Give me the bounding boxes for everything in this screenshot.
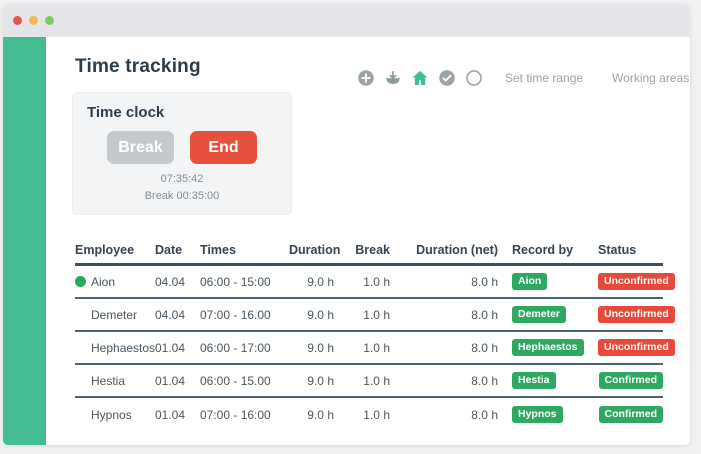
time-tracking-table: Employee Date Times Duration Break Durat… xyxy=(75,236,675,431)
table-row[interactable]: Aion 04.04 06:00 - 15:00 9.0 h 1.0 h 8.0… xyxy=(75,266,675,299)
confirm-icon[interactable] xyxy=(438,69,456,87)
record-by-badge: Hestia xyxy=(512,371,556,390)
duration-cell: 9.0 h xyxy=(307,274,334,289)
table-row[interactable]: Hestia 01.04 06:00 - 15.00 9.0 h 1.0 h 8… xyxy=(75,365,663,398)
date-cell: 04.04 xyxy=(155,307,186,322)
date-cell: 04.04 xyxy=(155,274,186,289)
break-time: Break 00:35:00 xyxy=(144,190,220,202)
col-times: Times xyxy=(200,242,236,257)
times-cell: 06:00 - 15.00 xyxy=(200,373,271,388)
time-clock-title: Time clock xyxy=(87,104,165,121)
col-status: Status xyxy=(598,242,637,257)
active-dot xyxy=(75,276,86,287)
home-icon[interactable] xyxy=(411,69,429,87)
date-cell: 01.04 xyxy=(155,373,186,388)
break-cell: 1.0 h xyxy=(363,373,390,388)
set-time-range-link[interactable]: Set time range xyxy=(505,71,584,85)
times-cell: 06:00 - 17:00 xyxy=(200,340,271,355)
duration-cell: 9.0 h xyxy=(307,407,334,422)
employee-name: Hypnos xyxy=(91,407,132,422)
duration-net-cell: 8.0 h xyxy=(471,407,498,422)
download-icon[interactable] xyxy=(384,69,402,87)
duration-cell: 9.0 h xyxy=(307,340,334,355)
break-cell: 1.0 h xyxy=(363,307,390,322)
add-icon[interactable] xyxy=(357,69,375,87)
app-window: Time tracking Set time range Working are… xyxy=(3,4,690,445)
break-cell: 1.0 h xyxy=(363,407,390,422)
col-break: Break xyxy=(355,242,390,257)
record-by-badge: Demeter xyxy=(512,305,567,324)
break-cell: 1.0 h xyxy=(363,274,390,289)
table-row[interactable]: Demeter 04.04 07:00 - 16.00 9.0 h 1.0 h … xyxy=(75,299,675,332)
maximize-window-button[interactable] xyxy=(45,16,54,25)
toolbar: Set time range Working areas xyxy=(357,68,689,88)
col-employee: Employee xyxy=(75,242,135,257)
break-cell: 1.0 h xyxy=(363,340,390,355)
record-by-badge: Hypnos xyxy=(512,405,563,424)
working-areas-link[interactable]: Working areas xyxy=(612,71,690,85)
minimize-window-button[interactable] xyxy=(29,16,38,25)
times-cell: 07:00 - 16:00 xyxy=(200,407,271,422)
break-button[interactable]: Break xyxy=(107,131,174,164)
end-button[interactable]: End xyxy=(190,131,257,164)
table-row[interactable]: Hypnos 01.04 07:00 - 16:00 9.0 h 1.0 h 8… xyxy=(75,398,663,431)
status-badge[interactable]: Unconfirmed xyxy=(598,272,675,291)
duration-net-cell: 8.0 h xyxy=(471,307,498,322)
duration-net-cell: 8.0 h xyxy=(471,373,498,388)
date-cell: 01.04 xyxy=(155,340,186,355)
col-date: Date xyxy=(155,242,183,257)
record-by-badge: Hephaestos xyxy=(512,338,584,357)
col-duration-net: Duration (net) xyxy=(416,242,498,257)
status-badge[interactable]: Unconfirmed xyxy=(598,338,675,357)
record-by-badge: Aion xyxy=(512,272,548,291)
window-titlebar xyxy=(3,4,690,37)
page-title: Time tracking xyxy=(75,56,201,77)
col-record-by: Record by xyxy=(512,242,574,257)
close-window-button[interactable] xyxy=(13,16,22,25)
main-content: Time tracking Set time range Working are… xyxy=(46,37,690,445)
duration-cell: 9.0 h xyxy=(307,307,334,322)
col-duration: Duration xyxy=(289,242,341,257)
employee-name: Aion xyxy=(91,274,116,289)
employee-name: Demeter xyxy=(91,307,138,322)
status-badge[interactable]: Confirmed xyxy=(598,405,663,424)
employee-name: Hestia xyxy=(91,373,126,388)
status-badge[interactable]: Confirmed xyxy=(598,371,663,390)
duration-cell: 9.0 h xyxy=(307,373,334,388)
date-cell: 01.04 xyxy=(155,407,186,422)
employee-name: Hephaestos xyxy=(91,340,156,355)
sidebar xyxy=(3,37,46,445)
times-cell: 07:00 - 16.00 xyxy=(200,307,271,322)
duration-net-cell: 8.0 h xyxy=(471,274,498,289)
elapsed-time: 07:35:42 xyxy=(160,173,204,185)
times-cell: 06:00 - 15:00 xyxy=(200,274,271,289)
table-row[interactable]: Hephaestos 01.04 06:00 - 17:00 9.0 h 1.0… xyxy=(75,332,675,365)
time-clock-card: Time clock Break End 07:35:42 Break 00:3… xyxy=(72,92,292,215)
circle-icon[interactable] xyxy=(465,69,483,87)
status-badge[interactable]: Unconfirmed xyxy=(598,305,675,324)
duration-net-cell: 8.0 h xyxy=(471,340,498,355)
table-header-row: Employee Date Times Duration Break Durat… xyxy=(75,236,663,266)
